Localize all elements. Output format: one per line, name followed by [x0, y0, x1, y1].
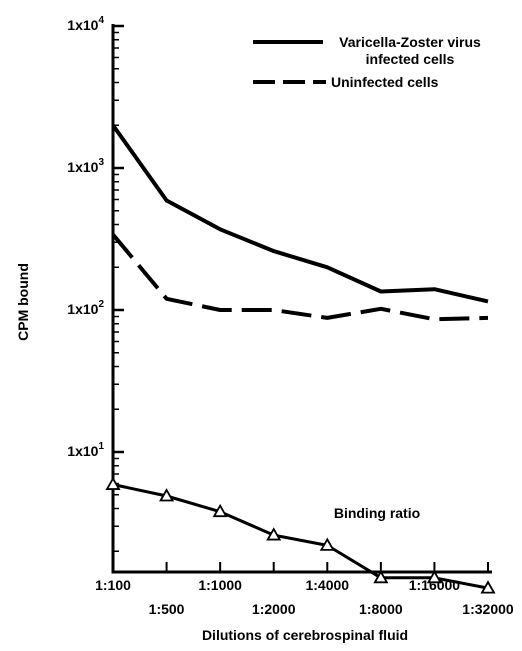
x-tick-label: 1:500 [149, 601, 185, 617]
y-tick-label: 1x101 [67, 441, 104, 459]
binding-ratio-marker [319, 537, 335, 551]
x-tick-label: 1:4000 [305, 577, 349, 593]
y-tick-exponent: 2 [98, 299, 104, 310]
y-tick-label: 1x104 [67, 15, 104, 33]
binding-ratio-marker [266, 527, 282, 541]
y-axis-title: CPM bound [15, 263, 31, 341]
x-axis-title: Dilutions of cerebrospinal fluid [202, 627, 408, 643]
binding-ratio-marker [480, 580, 496, 594]
y-tick-label: 1x103 [67, 157, 104, 175]
x-axis: 1:1001:5001:10001:20001:40001:80001:1600… [95, 562, 514, 617]
uninfected-cells-line [111, 233, 489, 322]
x-tick-label: 1:1000 [198, 577, 242, 593]
x-tick-label: 1:8000 [359, 601, 403, 617]
y-tick-base: 1x10 [67, 159, 98, 175]
y-tick-exponent: 1 [98, 441, 104, 452]
binding-ratio-marker [159, 488, 175, 502]
binding-ratio-marker [426, 570, 442, 584]
y-tick-base: 1x10 [67, 17, 98, 33]
legend-label-infected: Varicella-Zoster virus [339, 34, 481, 50]
binding-ratio-marker [212, 503, 228, 518]
legend-label-infected: infected cells [366, 51, 455, 67]
x-tick-label: 1:2000 [252, 601, 296, 617]
infected-cells-line [111, 124, 489, 304]
x-tick-label: 1:100 [95, 577, 131, 593]
series-layer [105, 124, 496, 594]
binding-ratio-label: Binding ratio [334, 505, 420, 521]
x-tick-label: 1:32000 [462, 601, 514, 617]
y-tick-base: 1x10 [67, 443, 98, 459]
binding-ratio-marker [105, 476, 121, 490]
legend-label-uninfected: Uninfected cells [331, 74, 439, 90]
y-tick-exponent: 4 [98, 15, 104, 26]
y-tick-label: 1x102 [67, 299, 104, 317]
binding-ratio-marker [373, 570, 389, 584]
binding-ratio-line [112, 483, 489, 590]
y-tick-exponent: 3 [98, 157, 104, 168]
y-tick-base: 1x10 [67, 301, 98, 317]
